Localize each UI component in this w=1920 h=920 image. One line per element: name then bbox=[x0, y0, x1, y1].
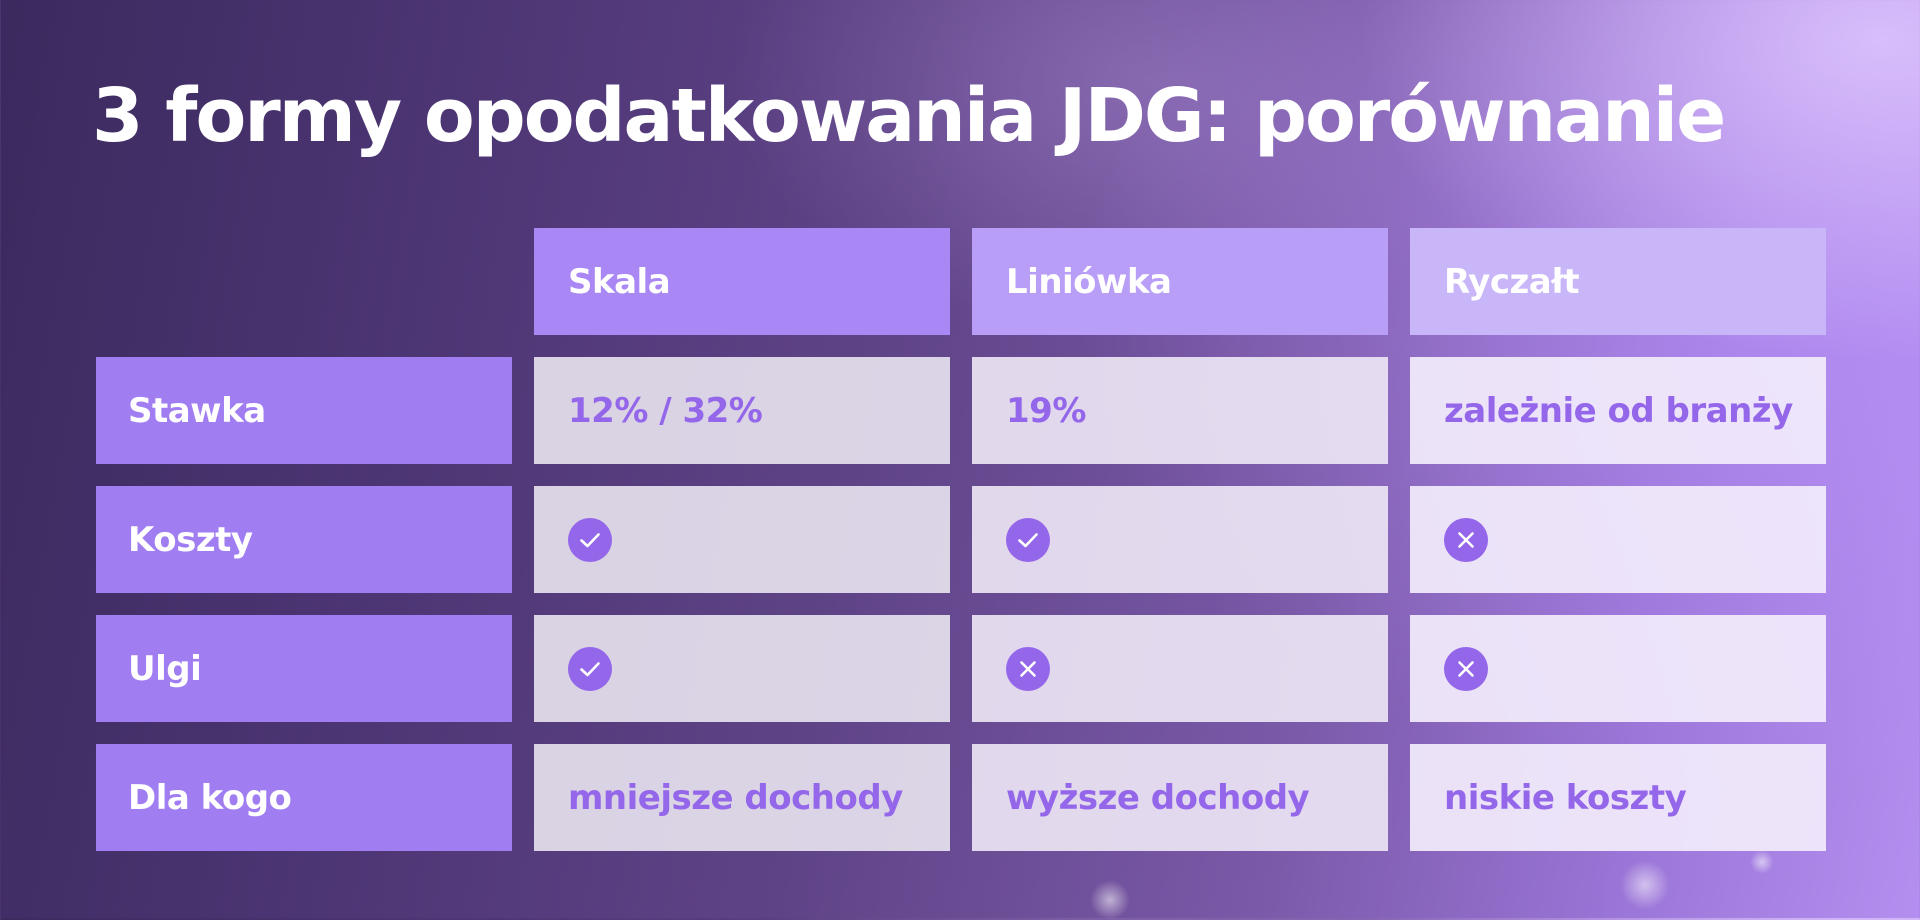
table-cell bbox=[1410, 486, 1826, 593]
comparison-table: Skala Liniówka Ryczałt Stawka 12% / 32% … bbox=[96, 228, 1826, 851]
table-cell bbox=[972, 486, 1388, 593]
table-cell: mniejsze dochody bbox=[534, 744, 950, 851]
row-header-ulgi: Ulgi bbox=[96, 615, 512, 722]
sparkle bbox=[1750, 850, 1774, 874]
cell-text: 12% / 32% bbox=[568, 390, 763, 431]
cell-text: 19% bbox=[1006, 390, 1086, 431]
check-icon bbox=[568, 646, 612, 691]
table-cell: 19% bbox=[972, 357, 1388, 464]
table-cell bbox=[534, 615, 950, 722]
sparkle bbox=[1620, 860, 1670, 910]
check-icon bbox=[1006, 517, 1050, 562]
table-cell: niskie koszty bbox=[1410, 744, 1826, 851]
page-title: 3 formy opodatkowania JDG: porównanie bbox=[92, 73, 1726, 159]
table-cell bbox=[972, 615, 1388, 722]
table-cell bbox=[534, 486, 950, 593]
column-header-skala: Skala bbox=[534, 228, 950, 335]
table-cell: wyższe dochody bbox=[972, 744, 1388, 851]
cell-text: wyższe dochody bbox=[1006, 777, 1310, 818]
table-corner bbox=[96, 228, 512, 335]
row-header-dla-kogo: Dla kogo bbox=[96, 744, 512, 851]
table-cell: zależnie od branży bbox=[1410, 357, 1826, 464]
x-icon bbox=[1006, 646, 1050, 691]
x-icon bbox=[1444, 646, 1488, 691]
check-icon bbox=[568, 517, 612, 562]
x-icon bbox=[1444, 517, 1488, 562]
row-header-koszty: Koszty bbox=[96, 486, 512, 593]
column-header-ryczalt: Ryczałt bbox=[1410, 228, 1826, 335]
row-header-stawka: Stawka bbox=[96, 357, 512, 464]
table-cell: 12% / 32% bbox=[534, 357, 950, 464]
sparkle bbox=[1090, 880, 1130, 920]
cell-text: zależnie od branży bbox=[1444, 390, 1793, 431]
cell-text: niskie koszty bbox=[1444, 777, 1687, 818]
cell-text: mniejsze dochody bbox=[568, 777, 903, 818]
table-cell bbox=[1410, 615, 1826, 722]
column-header-liniowka: Liniówka bbox=[972, 228, 1388, 335]
